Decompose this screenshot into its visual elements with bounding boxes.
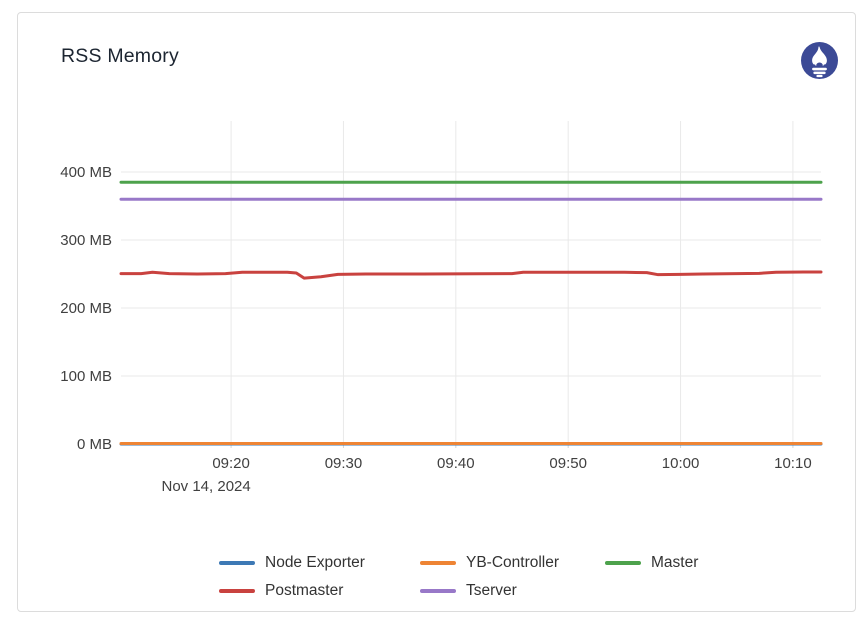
x-axis-tick-label: 09:50 xyxy=(549,455,587,472)
legend-swatch xyxy=(219,561,255,565)
y-axis-tick-label: 100 MB xyxy=(60,368,112,385)
legend-swatch xyxy=(420,561,456,565)
y-axis-tick-label: 200 MB xyxy=(60,300,112,317)
legend-swatch xyxy=(605,561,641,565)
x-axis-tick-label: 09:30 xyxy=(325,455,363,472)
x-axis-date-label: Nov 14, 2024 xyxy=(161,478,250,495)
legend-item-node-exporter[interactable]: Node Exporter xyxy=(219,549,420,577)
panel-title: RSS Memory xyxy=(61,45,179,67)
legend-label: Postmaster xyxy=(265,582,344,599)
chart-legend: Node Exporter YB-Controller Master Postmast… xyxy=(219,549,698,605)
y-axis-tick-label: 0 MB xyxy=(77,436,112,453)
x-axis-tick-label: 10:00 xyxy=(662,455,700,472)
legend-item-postmaster[interactable]: Postmaster xyxy=(219,577,420,605)
legend-item-yb-controller[interactable]: YB-Controller xyxy=(420,549,605,577)
prometheus-icon xyxy=(801,42,838,79)
x-axis-tick-label: 09:20 xyxy=(212,455,250,472)
legend-label: Node Exporter xyxy=(265,554,365,571)
legend-swatch xyxy=(420,589,456,593)
series-line-postmaster xyxy=(119,270,823,280)
legend-label: YB-Controller xyxy=(466,554,560,571)
chart-panel: RSS Memory 0 MB 100 MB 200 MB 300 MB 400 MB 0… xyxy=(17,12,856,612)
legend-label: Master xyxy=(651,554,699,571)
legend-item-master[interactable]: Master xyxy=(605,549,698,577)
x-axis-tick-label: 09:40 xyxy=(437,455,475,472)
rss-memory-line-chart[interactable]: 0 MB 100 MB 200 MB 300 MB 400 MB 09:20 09:30 09… xyxy=(18,108,848,513)
x-axis-tick-label: 10:10 xyxy=(774,455,812,472)
legend-swatch xyxy=(219,589,255,593)
y-axis-tick-label: 300 MB xyxy=(60,232,112,249)
legend-item-tserver[interactable]: Tserver xyxy=(420,577,605,605)
y-axis-tick-label: 400 MB xyxy=(60,164,112,181)
legend-label: Tserver xyxy=(466,582,517,599)
